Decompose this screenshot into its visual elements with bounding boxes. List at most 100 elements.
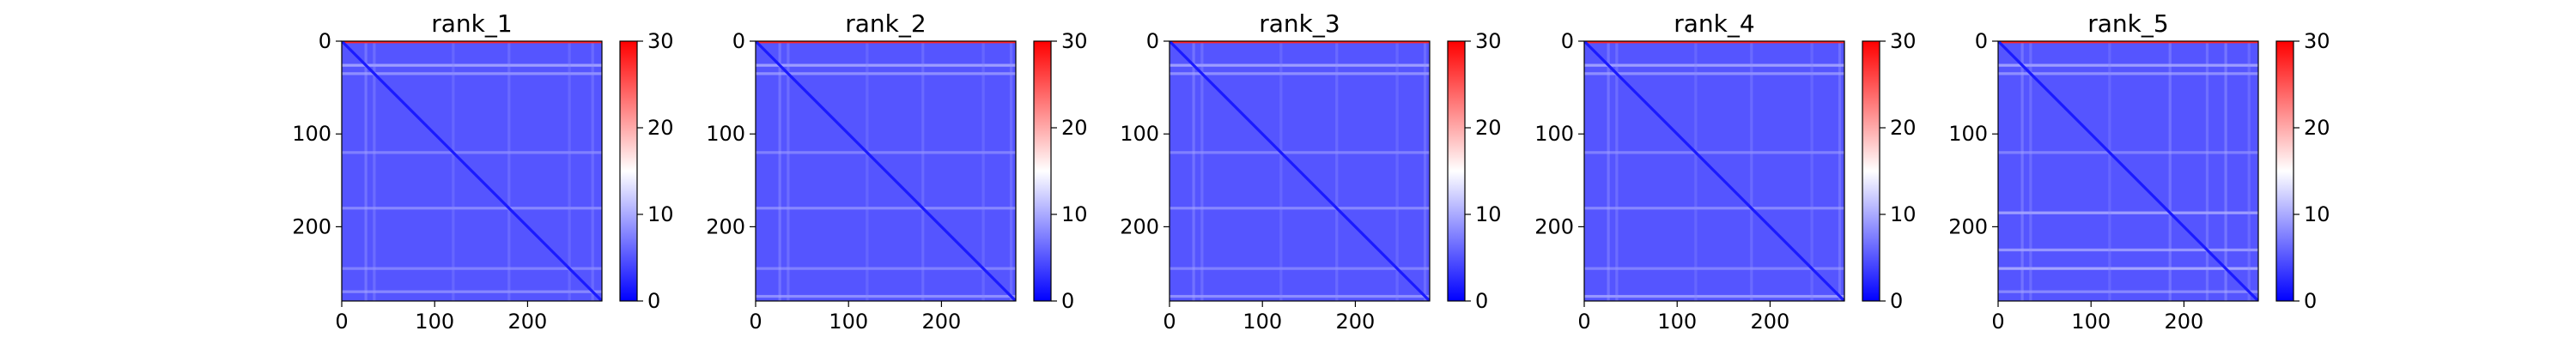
heatmap-cells	[756, 41, 1016, 301]
heatmap-band	[756, 207, 1016, 210]
colorbar-tick-label: 0	[2304, 289, 2317, 313]
heatmap-diagonal	[756, 41, 1016, 301]
colorbar-tick-label: 10	[647, 202, 674, 226]
heatmap-diagonal	[1998, 41, 2258, 301]
colorbar-frame	[2275, 40, 2294, 302]
heatmap-band	[342, 290, 602, 293]
x-tick-label: 100	[1242, 310, 1282, 334]
y-tick-label: 200	[292, 214, 331, 238]
heatmap-band-vertical	[1750, 41, 1753, 301]
y-tick-label: 0	[732, 29, 745, 53]
heatmap-band-vertical	[1694, 41, 1698, 301]
colorbar-tick-label: 20	[647, 116, 674, 140]
heatmap-cells	[1584, 41, 1844, 301]
heatmap-band-vertical	[1009, 41, 1013, 301]
panel-title: rank_1	[431, 9, 512, 38]
heatmap-band	[1998, 211, 2258, 214]
heatmap-band	[1584, 63, 1844, 67]
y-tick-label: 200	[1120, 214, 1159, 238]
x-tick-label: 0	[1163, 310, 1176, 334]
y-tick-label: 100	[1948, 122, 1988, 146]
heatmap-panel-3: rank_3 0 100 200 0 100 200 0 10 20 30	[1120, 9, 1501, 334]
heatmap-band	[1170, 267, 1430, 270]
heatmap-band	[1998, 248, 2258, 252]
x-tick-label: 200	[922, 310, 962, 334]
colorbar-tick-label: 20	[2304, 116, 2330, 140]
colorbar-tick-label: 20	[1475, 116, 1502, 140]
x-tick-label: 100	[2071, 310, 2111, 334]
x-tick-label: 200	[2165, 310, 2204, 334]
plot-frame	[341, 40, 603, 302]
heatmap-band-vertical	[2168, 41, 2172, 301]
colorbar-tick-label: 0	[1061, 289, 1074, 313]
heatmap-band	[342, 207, 602, 210]
heatmap-band	[342, 151, 602, 154]
heatmap-panel-2: rank_2 0 100 200 0 100 200 0 10 20 30	[706, 9, 1087, 334]
heatmap-band	[756, 151, 1016, 154]
colorbar-frame	[1033, 40, 1052, 302]
colorbar-tick-label: 0	[1475, 289, 1488, 313]
y-tick-label: 200	[1948, 214, 1988, 238]
heatmap-band-vertical	[591, 41, 594, 301]
x-tick-label: 200	[1751, 310, 1790, 334]
heatmap-band-vertical	[1423, 41, 1427, 301]
heatmap-cells	[342, 41, 602, 301]
y-tick-label: 0	[319, 29, 331, 53]
heatmap-band	[756, 267, 1016, 270]
colorbar-tick-label: 30	[1061, 29, 1088, 53]
heatmap-band	[1584, 151, 1844, 154]
panel-title: rank_4	[1674, 9, 1754, 38]
y-tick-label: 0	[1146, 29, 1159, 53]
heatmap-cells	[1170, 41, 1430, 301]
panel-title: rank_5	[2087, 9, 2168, 38]
heatmap-band	[1170, 151, 1430, 154]
x-tick-label: 200	[1336, 310, 1376, 334]
heatmap-band	[756, 72, 1016, 75]
colorbar-tick-label: 30	[647, 29, 674, 53]
heatmap-band-vertical	[866, 41, 869, 301]
colorbar	[2276, 41, 2293, 301]
heatmap-band	[1998, 267, 2258, 270]
heatmap-band	[1584, 72, 1844, 75]
y-tick-label: 200	[706, 214, 745, 238]
heatmap-band-vertical	[1395, 41, 1399, 301]
colorbar-tick-label: 10	[2304, 202, 2330, 226]
heatmap-band-vertical	[507, 41, 511, 301]
colorbar-tick-label: 20	[1890, 116, 1917, 140]
plot-frame	[755, 40, 1017, 302]
colorbar-tick-label: 30	[1890, 29, 1917, 53]
heatmap-band-vertical	[452, 41, 455, 301]
x-tick-label: 0	[335, 310, 348, 334]
heatmap-top-row	[1584, 41, 1844, 44]
colorbar-tick-label: 0	[647, 289, 660, 313]
heatmap-band-vertical	[1607, 41, 1610, 301]
heatmap-band-vertical	[568, 41, 571, 301]
heatmap-band	[1998, 72, 2258, 75]
heatmap-band-vertical	[778, 41, 781, 301]
heatmap-band-vertical	[1200, 41, 1204, 301]
colorbar-tick-label: 10	[1890, 202, 1917, 226]
heatmap-band	[756, 63, 1016, 67]
colorbar-tick-label: 0	[1890, 289, 1903, 313]
panel-title: rank_3	[1259, 9, 1340, 38]
plot-frame	[1583, 40, 1845, 302]
y-tick-label: 0	[1561, 29, 1574, 53]
heatmap-band-vertical	[1192, 41, 1195, 301]
heatmap-band-vertical	[373, 41, 376, 301]
heatmap-top-row	[1998, 41, 2258, 44]
heatmap-top-row	[1170, 41, 1430, 44]
heatmap-band-vertical	[1615, 41, 1619, 301]
heatmap-diagonal	[1584, 41, 1844, 301]
y-tick-label: 100	[706, 122, 745, 146]
colorbar-tick-label: 30	[1475, 29, 1502, 53]
heatmap-band-vertical	[981, 41, 985, 301]
heatmap-band	[1998, 290, 2258, 293]
heatmap-band	[1170, 72, 1430, 75]
heatmap-band	[1584, 267, 1844, 270]
heatmap-panel-4: rank_4 0 100 200 0 100 200 0 10 20 30	[1534, 9, 1916, 334]
heatmap-band	[342, 267, 602, 270]
y-tick-label: 100	[1120, 122, 1159, 146]
heatmap-band-vertical	[2247, 41, 2251, 301]
heatmap-band	[1998, 63, 2258, 67]
x-tick-label: 100	[1657, 310, 1697, 334]
